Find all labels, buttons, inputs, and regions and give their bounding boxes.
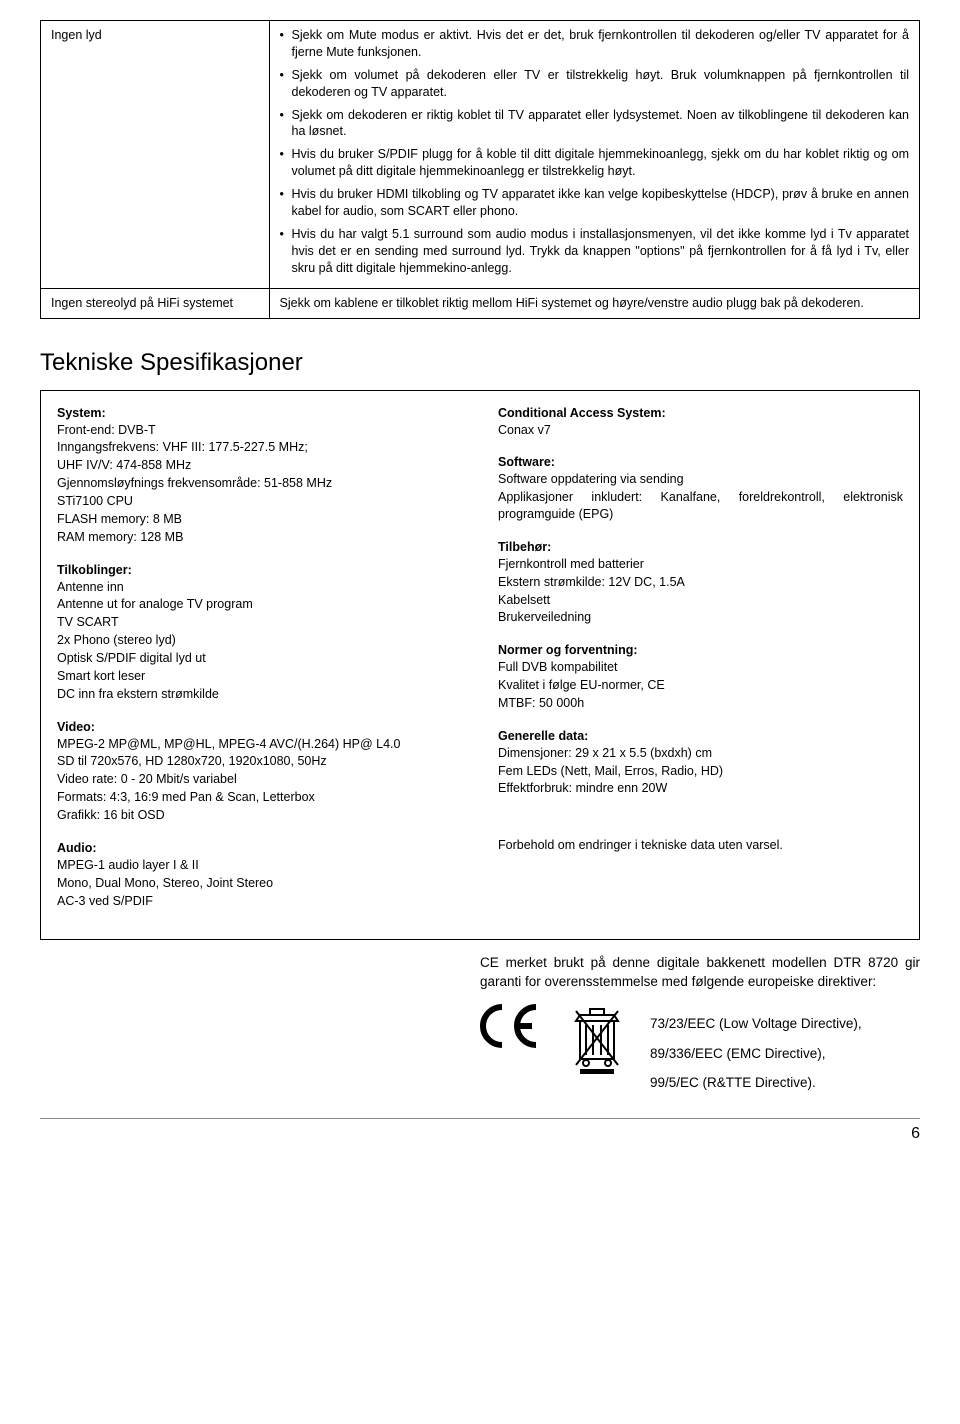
- spec-line: Fjernkontroll med batterier: [498, 556, 903, 573]
- troubleshoot-table: Ingen lyd Sjekk om Mute modus er aktivt.…: [40, 20, 920, 319]
- directive-line: 73/23/EEC (Low Voltage Directive),: [650, 1009, 862, 1039]
- spec-right-column: Conditional Access System: Conax v7 Soft…: [498, 405, 903, 926]
- page-number: 6: [40, 1118, 920, 1145]
- spec-line: Grafikk: 16 bit OSD: [57, 807, 462, 824]
- spec-line: Antenne ut for analoge TV program: [57, 596, 462, 613]
- spec-line: MPEG-1 audio layer I & II: [57, 857, 462, 874]
- spec-line: STi7100 CPU: [57, 493, 462, 510]
- spec-line: RAM memory: 128 MB: [57, 529, 462, 546]
- spec-line: Inngangsfrekvens: VHF III: 177.5-227.5 M…: [57, 439, 462, 456]
- spec-line: TV SCART: [57, 614, 462, 631]
- spec-line: Brukerveiledning: [498, 609, 903, 626]
- ce-section: CE merket brukt på denne digitale bakken…: [480, 954, 920, 1098]
- trouble-row2-label: Ingen stereolyd på HiFi systemet: [41, 289, 270, 319]
- spec-line: Fem LEDs (Nett, Mail, Erros, Radio, HD): [498, 763, 903, 780]
- spec-section-title: Tekniske Spesifikasjoner: [40, 347, 920, 379]
- spec-line: Optisk S/PDIF digital lyd ut: [57, 650, 462, 667]
- spec-connections: Tilkoblinger: Antenne inn Antenne ut for…: [57, 562, 462, 703]
- spec-line: Formats: 4:3, 16:9 med Pan & Scan, Lette…: [57, 789, 462, 806]
- spec-line: UHF IV/V: 474-858 MHz: [57, 457, 462, 474]
- trouble-item: Sjekk om volumet på dekoderen eller TV e…: [280, 67, 909, 101]
- spec-line: FLASH memory: 8 MB: [57, 511, 462, 528]
- spec-disclaimer-text: Forbehold om endringer i tekniske data u…: [498, 837, 903, 854]
- spec-audio-label: Audio:: [57, 840, 462, 857]
- ce-intro-text: CE merket brukt på denne digitale bakken…: [480, 954, 920, 990]
- weee-bin-icon: [570, 1003, 624, 1082]
- spec-line: Effektforbruk: mindre enn 20W: [498, 780, 903, 797]
- spec-line: Software oppdatering via sending: [498, 471, 903, 488]
- spec-line: Gjennomsløyfnings frekvensområde: 51-858…: [57, 475, 462, 492]
- trouble-item: Sjekk om Mute modus er aktivt. Hvis det …: [280, 27, 909, 61]
- ce-mark-icon: [480, 1003, 544, 1054]
- spec-line: Conax v7: [498, 422, 903, 439]
- spec-gen-label: Generelle data:: [498, 728, 903, 745]
- spec-line: Applikasjoner inkludert: Kanalfane, fore…: [498, 489, 903, 523]
- spec-software: Software: Software oppdatering via sendi…: [498, 454, 903, 523]
- trouble-row1-list: Sjekk om Mute modus er aktivt. Hvis det …: [280, 27, 909, 276]
- spec-line: Dimensjoner: 29 x 21 x 5.5 (bxdxh) cm: [498, 745, 903, 762]
- trouble-row1-label: Ingen lyd: [41, 21, 270, 289]
- spec-sw-label: Software:: [498, 454, 903, 471]
- spec-system: System: Front-end: DVB-T Inngangsfrekven…: [57, 405, 462, 546]
- spec-line: Kabelsett: [498, 592, 903, 609]
- spec-line: Ekstern strømkilde: 12V DC, 1.5A: [498, 574, 903, 591]
- spec-norm-label: Normer og forventning:: [498, 642, 903, 659]
- spec-line: SD til 720x576, HD 1280x720, 1920x1080, …: [57, 753, 462, 770]
- spec-line: Kvalitet i følge EU-normer, CE: [498, 677, 903, 694]
- trouble-row2-content: Sjekk om kablene er tilkoblet riktig mel…: [269, 289, 919, 319]
- trouble-item: Sjekk om dekoderen er riktig koblet til …: [280, 107, 909, 141]
- directive-line: 99/5/EC (R&TTE Directive).: [650, 1068, 862, 1098]
- spec-cas: Conditional Access System: Conax v7: [498, 405, 903, 439]
- spec-line: Antenne inn: [57, 579, 462, 596]
- spec-line: MPEG-2 MP@ML, MP@HL, MPEG-4 AVC/(H.264) …: [57, 736, 462, 753]
- spec-general: Generelle data: Dimensjoner: 29 x 21 x 5…: [498, 728, 903, 798]
- spec-line: Full DVB kompabilitet: [498, 659, 903, 676]
- spec-cas-label: Conditional Access System:: [498, 405, 903, 422]
- trouble-item: Hvis du har valgt 5.1 surround som audio…: [280, 226, 909, 277]
- spec-video-label: Video:: [57, 719, 462, 736]
- spec-box: System: Front-end: DVB-T Inngangsfrekven…: [40, 390, 920, 941]
- spec-acc-label: Tilbehør:: [498, 539, 903, 556]
- spec-system-label: System:: [57, 405, 462, 422]
- spec-left-column: System: Front-end: DVB-T Inngangsfrekven…: [57, 405, 462, 926]
- spec-line: Front-end: DVB-T: [57, 422, 462, 439]
- spec-conn-label: Tilkoblinger:: [57, 562, 462, 579]
- spec-line: AC-3 ved S/PDIF: [57, 893, 462, 910]
- directive-line: 89/336/EEC (EMC Directive),: [650, 1039, 862, 1069]
- spec-line: MTBF: 50 000h: [498, 695, 903, 712]
- trouble-row1-content: Sjekk om Mute modus er aktivt. Hvis det …: [269, 21, 919, 289]
- spec-line: Smart kort leser: [57, 668, 462, 685]
- spec-audio: Audio: MPEG-1 audio layer I & II Mono, D…: [57, 840, 462, 910]
- directives-list: 73/23/EEC (Low Voltage Directive), 89/33…: [650, 1003, 862, 1098]
- spec-line: DC inn fra ekstern strømkilde: [57, 686, 462, 703]
- spec-disclaimer: Forbehold om endringer i tekniske data u…: [498, 837, 903, 854]
- trouble-item: Hvis du bruker HDMI tilkobling og TV app…: [280, 186, 909, 220]
- spec-accessories: Tilbehør: Fjernkontroll med batterier Ek…: [498, 539, 903, 626]
- spec-line: Video rate: 0 - 20 Mbit/s variabel: [57, 771, 462, 788]
- spec-line: Mono, Dual Mono, Stereo, Joint Stereo: [57, 875, 462, 892]
- spec-norms: Normer og forventning: Full DVB kompabil…: [498, 642, 903, 712]
- trouble-item: Hvis du bruker S/PDIF plugg for å koble …: [280, 146, 909, 180]
- spec-line: 2x Phono (stereo lyd): [57, 632, 462, 649]
- spec-video: Video: MPEG-2 MP@ML, MP@HL, MPEG-4 AVC/(…: [57, 719, 462, 824]
